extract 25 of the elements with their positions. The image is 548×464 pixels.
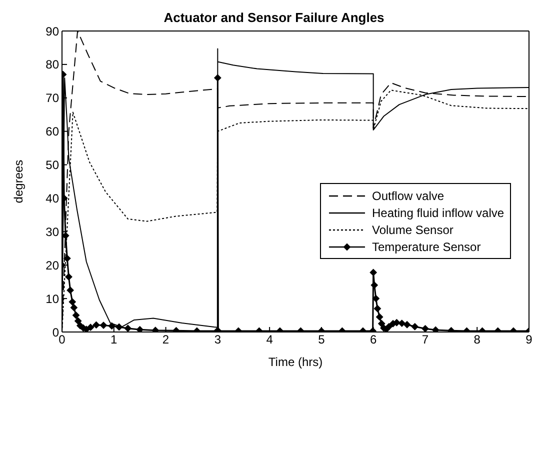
y-tick-label: 20 xyxy=(46,258,60,272)
x-tick-label: 8 xyxy=(474,332,481,347)
y-tick-label: 30 xyxy=(46,224,60,239)
chart-title: Actuator and Sensor Failure Angles xyxy=(162,10,386,25)
legend-label: Temperature Sensor xyxy=(372,240,481,254)
x-tick-label: 5 xyxy=(318,332,326,347)
y-tick-label: 60 xyxy=(46,124,60,139)
x-tick-label: 9 xyxy=(526,332,533,347)
legend-label: Heating fluid inflow valve xyxy=(372,206,504,220)
y-axis-title: degrees xyxy=(11,160,26,204)
x-axis-title: Time (hrs) xyxy=(268,355,323,369)
legend-label: Volume Sensor xyxy=(372,222,454,236)
legend-label: Outflow valve xyxy=(372,188,444,202)
y-tick-label: 90 xyxy=(46,24,60,38)
x-tick-label: 6 xyxy=(370,332,377,347)
x-tick-label: 3 xyxy=(214,332,222,347)
y-tick-label: 50 xyxy=(46,158,60,172)
y-tick-label: 40 xyxy=(46,191,60,206)
x-tick-label: 7 xyxy=(422,332,429,347)
y-tick-label: 70 xyxy=(46,91,60,106)
y-tick-label: 80 xyxy=(46,58,60,72)
x-tick-label: 4 xyxy=(266,332,274,347)
x-tick-label: 2 xyxy=(162,332,170,347)
y-tick-label: 10 xyxy=(46,292,60,306)
x-tick-label: 1 xyxy=(110,332,118,347)
